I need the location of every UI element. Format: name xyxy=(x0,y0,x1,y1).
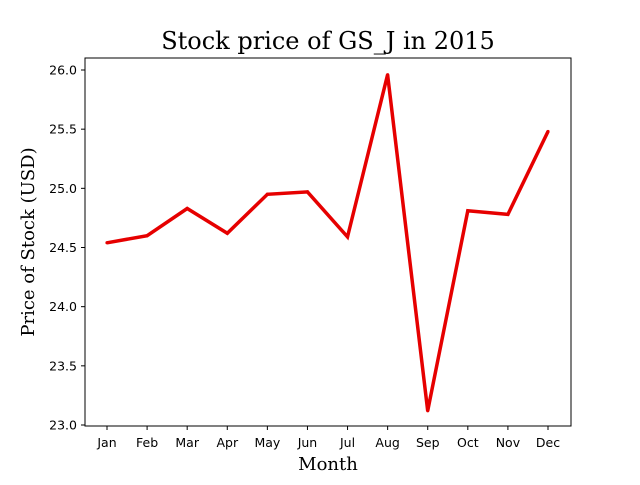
x-tick-label: May xyxy=(254,435,280,450)
data-point xyxy=(225,231,229,235)
x-axis-label: Month xyxy=(298,454,358,475)
y-tick-label: 23.0 xyxy=(49,418,77,433)
x-tick-label: Mar xyxy=(175,435,199,450)
x-tick-label: Apr xyxy=(216,435,238,450)
x-tick-label: Dec xyxy=(536,435,560,450)
chart-title: Stock price of GS_J in 2015 xyxy=(161,27,495,55)
y-axis-label: Price of Stock (USD) xyxy=(18,147,39,336)
data-point xyxy=(426,409,430,413)
x-tick-label: Jan xyxy=(96,435,116,450)
data-point xyxy=(386,73,390,77)
y-axis: 23.0 23.5 24.0 24.5 25.0 25.5 26.0 xyxy=(49,63,85,433)
x-tick-label: Feb xyxy=(136,435,158,450)
x-tick-label: Jun xyxy=(297,435,318,450)
x-tick-label: Sep xyxy=(416,435,440,450)
x-tick-label: Oct xyxy=(457,435,479,450)
x-axis: Jan Feb Mar Apr May Jun Jul Aug Sep Oct Nov Dec xyxy=(96,426,560,450)
data-point xyxy=(305,190,310,194)
plot-frame xyxy=(84,57,572,427)
y-tick-label: 24.0 xyxy=(49,299,77,314)
series-layer xyxy=(105,73,550,413)
x-tick-label: Jul xyxy=(339,435,355,450)
data-point xyxy=(185,206,189,211)
x-tick-label: Aug xyxy=(375,435,399,450)
data-point xyxy=(345,235,350,239)
data-point xyxy=(265,192,269,196)
data-point xyxy=(466,209,470,213)
y-tick-label: 26.0 xyxy=(49,63,77,78)
data-point xyxy=(145,234,149,238)
y-tick-label: 25.0 xyxy=(49,181,77,196)
y-tick-label: 24.5 xyxy=(49,240,77,255)
data-point xyxy=(546,129,550,134)
y-tick-label: 23.5 xyxy=(49,358,77,373)
series-line xyxy=(106,74,550,412)
x-tick-label: Nov xyxy=(496,435,521,450)
data-point xyxy=(105,241,109,245)
data-point xyxy=(506,212,510,216)
y-tick-label: 25.5 xyxy=(49,122,77,137)
